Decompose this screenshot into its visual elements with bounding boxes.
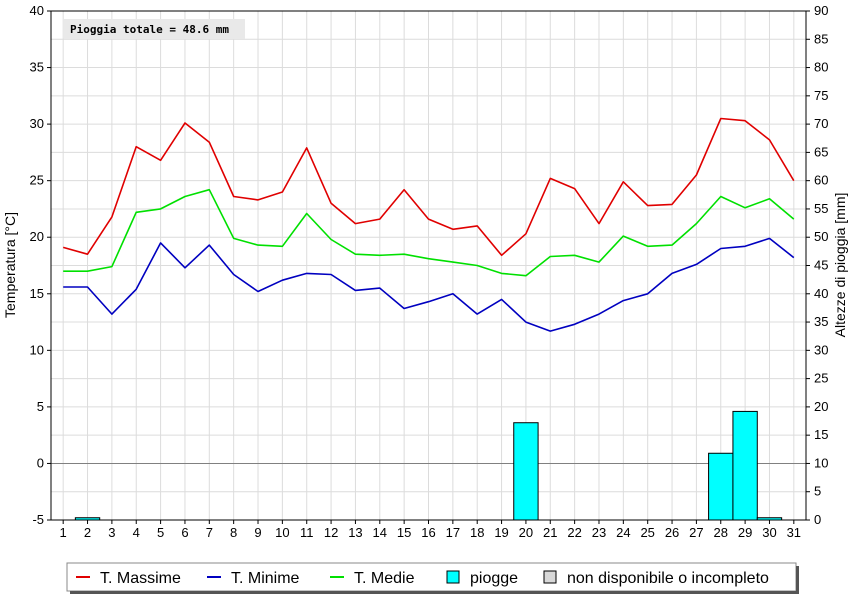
series-line bbox=[63, 188, 795, 277]
x-tick-label: 9 bbox=[254, 525, 261, 540]
series-line bbox=[62, 117, 795, 257]
y-tick-label: 0 bbox=[37, 455, 44, 470]
x-tick-label: 20 bbox=[519, 525, 533, 540]
x-tick-label: 3 bbox=[108, 525, 115, 540]
legend-label: piogge bbox=[470, 570, 518, 587]
x-tick-label: 22 bbox=[567, 525, 581, 540]
y-tick-label: 15 bbox=[30, 286, 44, 301]
legend-box-swatch bbox=[543, 570, 557, 584]
y-tick-label: 10 bbox=[30, 342, 44, 357]
x-tick-label: 11 bbox=[300, 525, 314, 540]
x-tick-label: 6 bbox=[181, 525, 188, 540]
y2-tick-label: 60 bbox=[814, 173, 828, 188]
legend-label: T. Minime bbox=[231, 570, 300, 587]
y2-tick-label: 45 bbox=[814, 258, 828, 273]
y2-tick-label: 30 bbox=[814, 342, 828, 357]
y-tick-label: 5 bbox=[37, 399, 44, 414]
rain-bar bbox=[732, 410, 758, 521]
y2-tick-label: 25 bbox=[814, 371, 828, 386]
y2-tick-label: 70 bbox=[814, 116, 828, 131]
y-tick-label: 30 bbox=[30, 116, 44, 131]
y-axis-title: Temperatura [°C] bbox=[2, 212, 18, 318]
legend-label: non disponibile o incompleto bbox=[567, 570, 769, 587]
y2-axis-title: Altezze di pioggia [mm] bbox=[832, 193, 848, 338]
x-tick-label: 28 bbox=[714, 525, 728, 540]
y2-tick-label: 90 bbox=[814, 3, 828, 18]
y-tick-label: 35 bbox=[30, 60, 44, 75]
y-tick-label: 25 bbox=[30, 173, 44, 188]
x-tick-label: 4 bbox=[133, 525, 140, 540]
rain-bar bbox=[513, 422, 539, 521]
rain-bars bbox=[74, 410, 783, 521]
x-tick-label: 24 bbox=[616, 525, 630, 540]
x-tick-label: 10 bbox=[275, 525, 289, 540]
x-tick-label: 29 bbox=[738, 525, 752, 540]
x-tick-label: 14 bbox=[373, 525, 387, 540]
legend: T. Massime T. Minime T. Medie piogge non dis… bbox=[66, 562, 799, 594]
rain-bar bbox=[708, 452, 734, 521]
x-tick-label: 17 bbox=[446, 525, 460, 540]
y-tick-label: 40 bbox=[30, 3, 44, 18]
grid bbox=[51, 10, 806, 521]
y2-tick-label: 55 bbox=[814, 201, 828, 216]
x-tick-label: 31 bbox=[787, 525, 801, 540]
y-tick-label: -5 bbox=[32, 512, 44, 527]
y2-tick-label: 80 bbox=[814, 60, 828, 75]
y2-tick-label: 65 bbox=[814, 144, 828, 159]
legend-shadow-right bbox=[796, 566, 799, 594]
x-tick-label: 5 bbox=[157, 525, 164, 540]
y2-tick-label: 10 bbox=[814, 455, 828, 470]
x-tick-label: 13 bbox=[348, 525, 362, 540]
x-tick-label: 16 bbox=[421, 525, 435, 540]
x-tick-label: 7 bbox=[206, 525, 213, 540]
x-tick-label: 23 bbox=[592, 525, 606, 540]
y2-tick-label: 85 bbox=[814, 31, 828, 46]
y-tick-label: 20 bbox=[30, 229, 44, 244]
temperature-lines bbox=[62, 117, 795, 332]
annotation-box bbox=[64, 19, 245, 39]
x-tick-label: 30 bbox=[762, 525, 776, 540]
x-tick-label: 8 bbox=[230, 525, 237, 540]
y2-tick-label: 35 bbox=[814, 314, 828, 329]
x-tick-label: 25 bbox=[640, 525, 654, 540]
y2-tick-label: 20 bbox=[814, 399, 828, 414]
x-tick-label: 26 bbox=[665, 525, 679, 540]
y-axis-ticks: 40 35 30 25 20 15 10 5 0 -5 bbox=[30, 3, 51, 527]
legend-label: T. Massime bbox=[100, 570, 181, 587]
y2-tick-label: 0 bbox=[814, 512, 821, 527]
x-tick-label: 27 bbox=[689, 525, 703, 540]
x-tick-label: 12 bbox=[324, 525, 338, 540]
x-tick-label: 21 bbox=[543, 525, 557, 540]
annotation-text: Pioggia totale = 48.6 mm bbox=[70, 23, 229, 36]
y2-tick-label: 15 bbox=[814, 427, 828, 442]
x-tick-label: 19 bbox=[494, 525, 508, 540]
legend-shadow-bottom bbox=[70, 591, 799, 594]
x-tick-label: 15 bbox=[397, 525, 411, 540]
legend-label: T. Medie bbox=[354, 570, 415, 587]
series-line bbox=[63, 237, 795, 332]
x-tick-label: 1 bbox=[60, 525, 67, 540]
y2-tick-label: 40 bbox=[814, 286, 828, 301]
y2-tick-label: 75 bbox=[814, 88, 828, 103]
legend-box-swatch bbox=[446, 570, 460, 584]
x-axis-ticks: 1 2 3 4 5 6 7 8 9 10 11 12 13 14 15 16 17 18 19 20 21 22 23 24 2… bbox=[60, 520, 801, 540]
x-tick-label: 2 bbox=[84, 525, 91, 540]
y2-tick-label: 5 bbox=[814, 484, 821, 499]
x-tick-label: 18 bbox=[470, 525, 484, 540]
y2-tick-label: 50 bbox=[814, 229, 828, 244]
